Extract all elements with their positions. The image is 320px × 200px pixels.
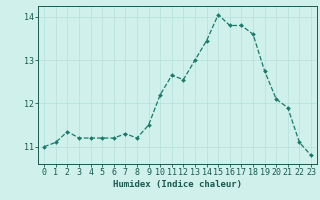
X-axis label: Humidex (Indice chaleur): Humidex (Indice chaleur) [113, 180, 242, 189]
